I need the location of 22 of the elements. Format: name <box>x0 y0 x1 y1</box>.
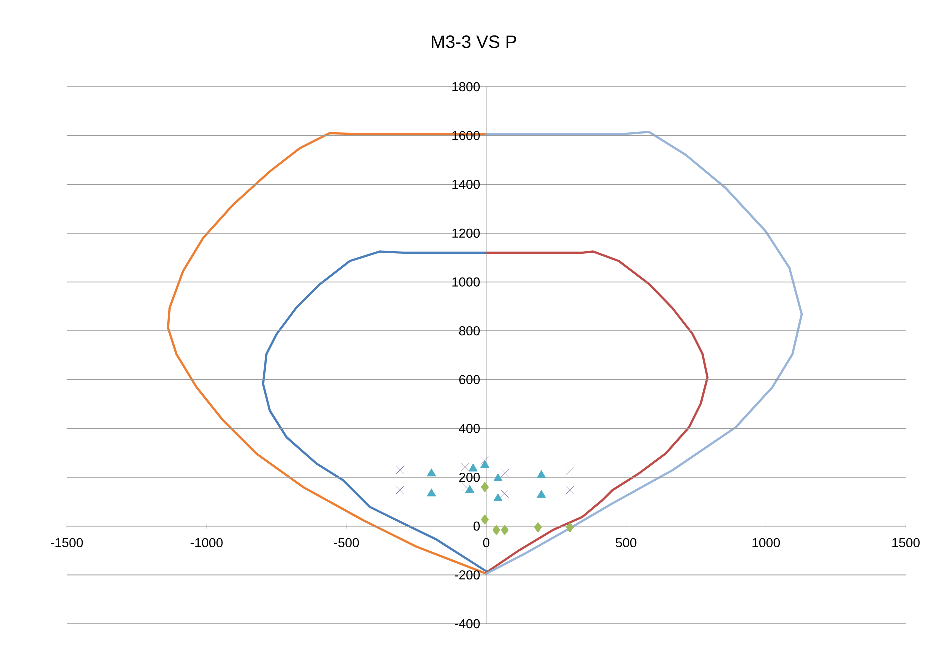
chart-title: M3-3 VS P <box>432 36 516 48</box>
y-tick-label: 1400 <box>452 180 480 190</box>
y-tick-label: 400 <box>459 424 480 434</box>
y-tick-label: 600 <box>460 375 480 384</box>
x-tick-label: 0 <box>483 538 490 548</box>
y-tick-label: 800 <box>459 326 480 336</box>
x-tick-label: 1500 <box>892 538 920 548</box>
y-tick-label: 1800 <box>452 82 480 92</box>
y-tick-label: 200 <box>460 472 480 482</box>
y-tick-label: 1200 <box>452 228 480 238</box>
x-tick-label: 500 <box>616 538 637 548</box>
y-tick-label: -200 <box>455 570 480 580</box>
y-tick-label: 0 <box>474 522 480 531</box>
y-tick-label: 1600 <box>452 131 480 140</box>
y-tick-label: 1000 <box>452 278 480 287</box>
x-tick-label: -1000 <box>190 538 223 548</box>
x-tick-label: 1000 <box>752 538 780 548</box>
x-tick-label: -500 <box>334 538 360 548</box>
x-tick-label: -1500 <box>51 538 84 548</box>
y-tick-label: -400 <box>455 619 480 629</box>
line-series <box>485 250 709 574</box>
line-series <box>485 131 804 576</box>
